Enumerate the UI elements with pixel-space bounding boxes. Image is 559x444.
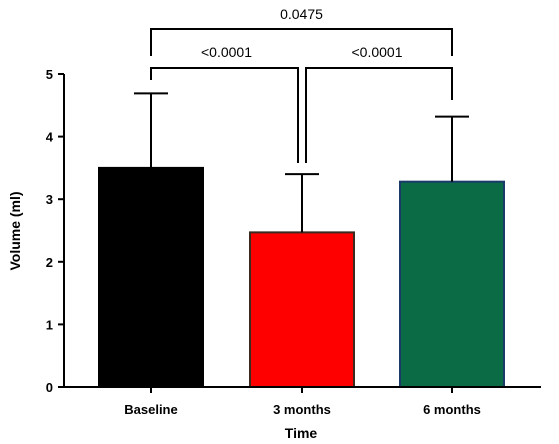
p-value-label-1: 0.0475	[280, 6, 323, 22]
error-bars-layer	[134, 92, 469, 233]
x-axis-title: Time	[285, 425, 318, 441]
y-tick-label-4: 4	[46, 130, 54, 145]
significance-bracket-2	[150, 67, 299, 163]
y-tick-label-5: 5	[46, 67, 53, 82]
axes-layer: Baseline 3 months 6 months 0 1 2 3 4 5	[46, 67, 541, 417]
y-tick-label-2: 2	[46, 255, 53, 270]
y-axis-title: Volume (ml)	[7, 191, 23, 270]
bar-6-months	[399, 180, 505, 388]
bar-baseline	[98, 166, 204, 388]
significance-bracket-1	[150, 28, 453, 56]
y-tick-label-0: 0	[46, 380, 53, 395]
y-tick-label-1: 1	[46, 317, 53, 332]
y-tick-label-3: 3	[46, 192, 53, 207]
significance-layer: 0.0475 <0.0001 <0.0001	[150, 6, 453, 163]
bar-3-months	[249, 231, 355, 388]
p-value-label-2: <0.0001	[201, 44, 252, 60]
x-tick-label-baseline: Baseline	[124, 402, 177, 417]
p-value-label-3: <0.0001	[352, 44, 403, 60]
significance-bracket-3	[305, 67, 453, 163]
x-tick-label-6-months: 6 months	[423, 402, 481, 417]
x-tick-label-3-months: 3 months	[273, 402, 331, 417]
